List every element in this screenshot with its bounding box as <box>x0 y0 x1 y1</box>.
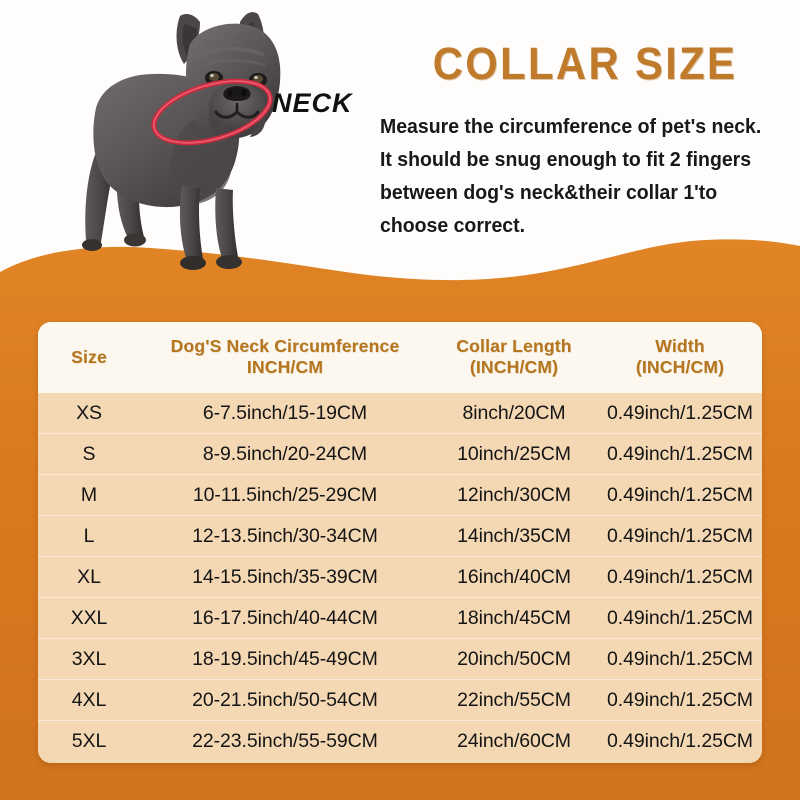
column-header-neck-line2: INCH/CM <box>246 357 324 377</box>
cell-size: 4XL <box>38 679 140 721</box>
table-row: XXL 16-17.5inch/40-44CM 18inch/45CM 0.49… <box>38 597 762 639</box>
column-header-neck: Dog'S Neck Circumference INCH/CM <box>140 322 430 393</box>
table-row: 3XL 18-19.5inch/45-49CM 20inch/50CM 0.49… <box>38 638 762 680</box>
size-chart-table: Size Dog'S Neck Circumference INCH/CM Co… <box>38 322 762 763</box>
column-header-neck-line1: Dog'S Neck Circumference <box>170 336 400 356</box>
description-line-2: It should be snug enough to fit 2 finger… <box>380 148 752 171</box>
column-header-collar-line2: (INCH/CM) <box>469 357 559 377</box>
column-header-size: Size <box>38 322 140 393</box>
column-header-size-line1: Size <box>71 346 107 367</box>
table-row: L 12-13.5inch/30-34CM 14inch/35CM 0.49in… <box>38 515 762 557</box>
cell-collar: 18inch/45CM <box>430 597 598 639</box>
cell-neck: 20-21.5inch/50-54CM <box>140 679 430 721</box>
cell-size: M <box>38 474 140 516</box>
cell-collar: 8inch/20CM <box>430 393 598 434</box>
cell-collar: 10inch/25CM <box>430 433 598 475</box>
cell-neck: 18-19.5inch/45-49CM <box>140 638 430 680</box>
page-title: COLLAR SIZE <box>432 38 738 89</box>
column-header-width-line2: (INCH/CM) <box>635 357 725 377</box>
table-header-row: Size Dog'S Neck Circumference INCH/CM Co… <box>38 322 762 393</box>
cell-neck: 10-11.5inch/25-29CM <box>140 474 430 516</box>
cell-size: 5XL <box>38 720 140 763</box>
cell-size: XS <box>38 393 140 434</box>
cell-collar: 22inch/55CM <box>430 679 598 721</box>
neck-callout-label: NECK <box>272 88 353 118</box>
cell-size: L <box>38 515 140 557</box>
table-row: XS 6-7.5inch/15-19CM 8inch/20CM 0.49inch… <box>38 393 762 434</box>
cell-width: 0.49inch/1.25CM <box>598 679 762 721</box>
cell-size: XXL <box>38 597 140 639</box>
cell-size: XL <box>38 556 140 598</box>
column-header-width-line1: Width <box>655 336 705 356</box>
description-line-3: between dog's neck&their collar 1'to <box>380 181 718 204</box>
header-text-block: COLLAR SIZE Measure the circumference of… <box>380 40 790 242</box>
cell-width: 0.49inch/1.25CM <box>598 638 762 680</box>
cell-neck: 22-23.5inch/55-59CM <box>140 720 430 763</box>
cell-collar: 24inch/60CM <box>430 720 598 763</box>
table-header: Size Dog'S Neck Circumference INCH/CM Co… <box>38 322 762 393</box>
cell-collar: 14inch/35CM <box>430 515 598 557</box>
table-row: S 8-9.5inch/20-24CM 10inch/25CM 0.49inch… <box>38 433 762 475</box>
table-row: XL 14-15.5inch/35-39CM 16inch/40CM 0.49i… <box>38 556 762 598</box>
cell-width: 0.49inch/1.25CM <box>598 515 762 557</box>
column-header-collar-length: Collar Length (INCH/CM) <box>430 322 598 393</box>
cell-neck: 8-9.5inch/20-24CM <box>140 433 430 475</box>
table-body: XS 6-7.5inch/15-19CM 8inch/20CM 0.49inch… <box>38 393 762 763</box>
column-header-width: Width (INCH/CM) <box>598 322 762 393</box>
cell-collar: 20inch/50CM <box>430 638 598 680</box>
cell-width: 0.49inch/1.25CM <box>598 597 762 639</box>
cell-size: 3XL <box>38 638 140 680</box>
cell-width: 0.49inch/1.25CM <box>598 720 762 763</box>
cell-neck: 16-17.5inch/40-44CM <box>140 597 430 639</box>
cell-width: 0.49inch/1.25CM <box>598 474 762 516</box>
size-chart-card: Size Dog'S Neck Circumference INCH/CM Co… <box>38 322 762 763</box>
cell-width: 0.49inch/1.25CM <box>598 433 762 475</box>
cell-neck: 14-15.5inch/35-39CM <box>140 556 430 598</box>
cell-neck: 6-7.5inch/15-19CM <box>140 393 430 434</box>
description-line-1: Measure the circumference of pet's neck. <box>380 115 762 138</box>
table-row: M 10-11.5inch/25-29CM 12inch/30CM 0.49in… <box>38 474 762 516</box>
cell-size: S <box>38 433 140 475</box>
dog-photo <box>34 0 334 285</box>
table-row: 4XL 20-21.5inch/50-54CM 22inch/55CM 0.49… <box>38 679 762 721</box>
description-paragraph: Measure the circumference of pet's neck.… <box>380 110 770 242</box>
cell-width: 0.49inch/1.25CM <box>598 556 762 598</box>
column-header-collar-line1: Collar Length <box>456 336 572 356</box>
cell-width: 0.49inch/1.25CM <box>598 393 762 434</box>
description-line-4: choose correct. <box>380 214 526 237</box>
cell-collar: 16inch/40CM <box>430 556 598 598</box>
table-row: 5XL 22-23.5inch/55-59CM 24inch/60CM 0.49… <box>38 720 762 763</box>
cell-collar: 12inch/30CM <box>430 474 598 516</box>
cell-neck: 12-13.5inch/30-34CM <box>140 515 430 557</box>
